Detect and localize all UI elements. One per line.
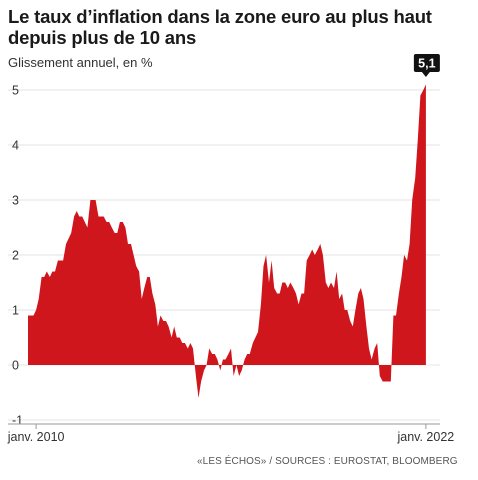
y-tick-label: 3 <box>12 194 19 208</box>
callout-pointer <box>421 72 430 77</box>
inflation-area-path <box>28 84 426 398</box>
latest-value-callout: 5,1 <box>413 54 440 77</box>
y-tick-label: -1 <box>12 414 23 428</box>
y-tick-label: 1 <box>12 304 19 318</box>
callout-label: 5,1 <box>418 57 435 71</box>
y-tick-label: 5 <box>12 84 19 98</box>
inflation-area <box>28 84 426 398</box>
chart-subtitle: Glissement annuel, en % <box>8 55 153 70</box>
y-tick-label: 0 <box>12 359 19 373</box>
x-tick-label: janv. 2022 <box>396 430 454 444</box>
callout-box <box>413 54 440 72</box>
source-note: «LES ÉCHOS» / SOURCES : EUROSTAT, BLOOMB… <box>197 456 458 467</box>
y-tick-label: 4 <box>12 139 19 153</box>
chart-title: Le taux d’inflation dans la zone euro au… <box>8 6 432 48</box>
y-axis: -1 0 1 2 3 4 5 <box>12 84 23 428</box>
y-tick-label: 2 <box>12 249 19 263</box>
x-axis: janv. 2010 janv. 2022 <box>7 423 454 444</box>
x-tick-label: janv. 2010 <box>7 430 65 444</box>
